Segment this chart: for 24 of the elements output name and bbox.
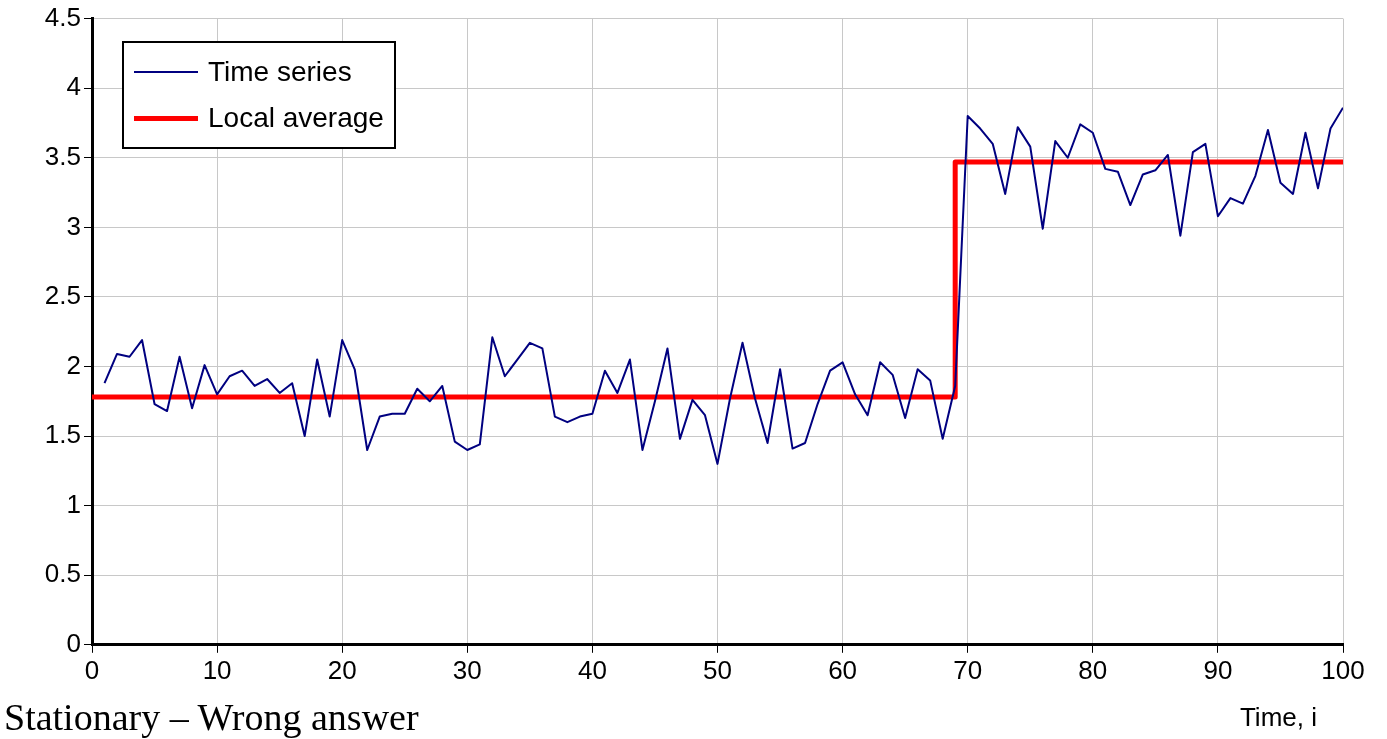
x-tick-label: 80 <box>1078 654 1108 685</box>
legend-label: Time series <box>208 56 352 88</box>
x-tick-label: 30 <box>452 654 482 685</box>
x-tick-label: 20 <box>327 654 357 685</box>
y-tick-label: 1 <box>66 488 81 519</box>
y-tick-label: 0 <box>66 627 81 658</box>
x-tick-label: 50 <box>703 654 732 685</box>
y-tick-label: 4.5 <box>44 1 81 32</box>
x-tick-label: 60 <box>828 654 858 685</box>
text: Stationary – Wrong answer <box>4 695 419 739</box>
x-tick-label: 40 <box>577 654 607 685</box>
y-tick-label: 2 <box>66 349 81 380</box>
y-tick-label: 4 <box>66 71 81 102</box>
y-tick-label: 3.5 <box>44 140 81 171</box>
x-tick-label: 70 <box>953 654 983 685</box>
x-axis-title: Time, i <box>1239 702 1317 733</box>
y-tick-label: 3 <box>66 210 81 241</box>
y-tick-label: 2.5 <box>44 280 81 311</box>
y-tick-label: 1.5 <box>44 419 81 450</box>
y-tick-label: 0.5 <box>44 558 81 589</box>
x-tick-label: 100 <box>1321 654 1365 685</box>
x-tick-label: 10 <box>202 654 232 685</box>
x-tick-label: 90 <box>1203 654 1233 685</box>
legend-label: Local average <box>208 102 384 134</box>
